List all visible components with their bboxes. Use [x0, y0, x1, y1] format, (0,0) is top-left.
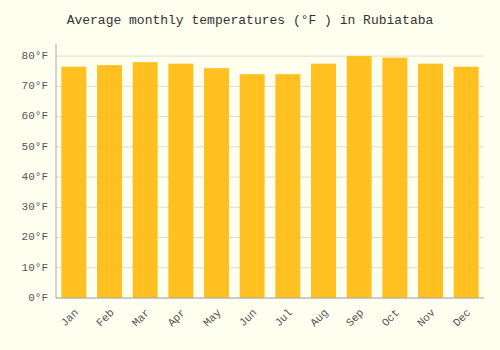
background [0, 0, 500, 350]
y-tick-label: 80°F [22, 50, 48, 62]
x-tick-label: May [201, 306, 224, 329]
title: Average monthly temperatures (°F ) in Ru… [67, 13, 434, 28]
y-tick-label: 40°F [22, 171, 48, 183]
x-tick-label: Mar [130, 307, 152, 329]
chart: 0°F 10°F 20°F 30°F 40°F 50°F 60°F 70°F 80°F Jan Fe… [0, 0, 500, 350]
bar [240, 74, 265, 298]
y-tick-label: 30°F [22, 201, 48, 213]
y-tick-label: 60°F [22, 110, 48, 122]
y-tick-label: 70°F [22, 80, 48, 92]
bar [61, 67, 86, 298]
y-axis-line [56, 44, 57, 298]
x-tick-label: Oct [380, 307, 402, 329]
x-tick-label: Aug [308, 307, 330, 329]
y-tick-label: 20°F [22, 231, 48, 243]
x-tick-label: Jan [59, 307, 81, 329]
x-tick-label: Apr [166, 307, 188, 329]
bars [61, 56, 478, 298]
bar [382, 58, 407, 298]
bar [275, 74, 300, 298]
bar [347, 56, 372, 298]
bar [418, 64, 443, 298]
bar [168, 64, 193, 298]
x-tick-label: Dec [451, 307, 473, 329]
bar [133, 62, 158, 298]
y-tick-label: 50°F [22, 141, 48, 153]
bar [454, 67, 479, 298]
bar [311, 64, 336, 298]
grid-line [56, 56, 484, 57]
y-grid [56, 56, 484, 298]
x-tick-label: Nov [415, 306, 438, 329]
x-tick-label: Sep [344, 307, 366, 329]
x-tick-label: Feb [94, 307, 116, 329]
y-tick-label: 10°F [22, 262, 48, 274]
bar [97, 65, 122, 298]
x-axis-line [56, 298, 484, 299]
x-tick-label: Jun [237, 307, 259, 329]
grid-line [56, 298, 484, 299]
y-tick-label: 0°F [28, 292, 48, 304]
x-tick-label: Jul [273, 307, 295, 329]
bar [204, 68, 229, 298]
